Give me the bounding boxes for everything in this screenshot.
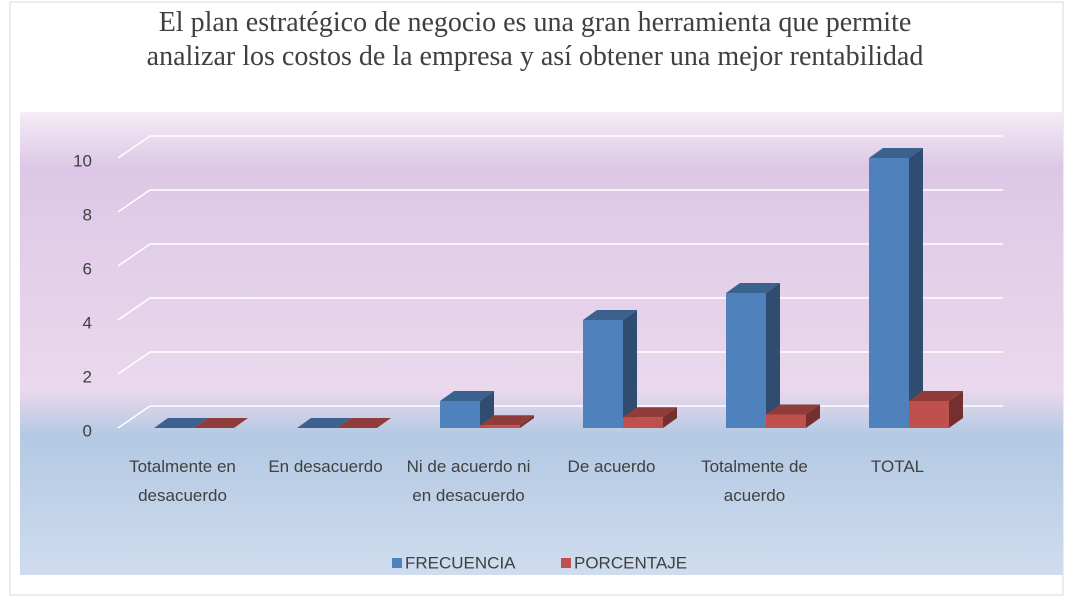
- x-tick-label: De acuerdo: [567, 457, 656, 476]
- y-tick-label: 8: [83, 205, 92, 224]
- bar-face: [480, 415, 534, 426]
- grid-line: [117, 405, 1003, 429]
- bar-face: [909, 148, 923, 428]
- legend-swatch: [392, 558, 402, 568]
- bar-face: [440, 391, 494, 401]
- grid-line: [117, 351, 1003, 375]
- bar-face: [297, 418, 351, 428]
- bar-face: [949, 391, 963, 428]
- grid-line: [117, 135, 1003, 159]
- chart-title: El plan estratégico de negocio es una gr…: [146, 7, 924, 72]
- bar: [869, 148, 923, 428]
- bar-face: [766, 283, 780, 428]
- x-tick-label: Totalmente en desacuerdo: [129, 457, 236, 505]
- legend-swatch: [561, 558, 571, 568]
- bar-face: [583, 310, 637, 320]
- bar-face: [726, 293, 766, 428]
- bar-face: [869, 148, 923, 158]
- bar-face: [663, 407, 677, 428]
- x-tick-label: En desacuerdo: [268, 457, 383, 476]
- bar-face: [766, 414, 806, 428]
- bar: [583, 310, 637, 428]
- bar-face: [583, 320, 623, 428]
- bar: [726, 283, 780, 428]
- y-tick-label: 0: [83, 421, 92, 440]
- bar-face: [154, 418, 208, 428]
- bar-face: [726, 283, 780, 293]
- bar: [909, 391, 963, 428]
- grid-line: [117, 297, 1003, 321]
- bar-face: [909, 391, 963, 401]
- bar-face: [806, 404, 820, 428]
- bar: [194, 418, 248, 428]
- y-tick-label: 6: [83, 259, 92, 278]
- bar: [623, 407, 677, 428]
- legend-label: FRECUENCIA: [405, 553, 516, 572]
- bar-face: [623, 407, 677, 418]
- bar-face: [623, 417, 663, 428]
- bar-face: [480, 425, 520, 428]
- bar-face: [337, 418, 391, 428]
- y-tick-label: 2: [83, 367, 92, 386]
- bar-face: [520, 415, 534, 428]
- bar: [480, 415, 534, 428]
- bar: [337, 418, 391, 428]
- bar: [154, 418, 208, 428]
- grid-line: [117, 243, 1003, 267]
- bar-face: [440, 401, 480, 428]
- bar: [766, 404, 820, 428]
- x-tick-label: Ni de acuerdo ni en desacuerdo: [406, 457, 531, 505]
- x-tick-label: TOTAL: [870, 457, 925, 476]
- bar-face: [766, 404, 820, 415]
- bar-face: [194, 418, 248, 428]
- bar-face: [623, 310, 637, 428]
- x-tick-label: Totalmente de acuerdo: [701, 457, 808, 505]
- bar-face: [869, 158, 909, 428]
- bar-face: [909, 401, 949, 428]
- y-tick-label: 4: [83, 313, 92, 332]
- bar: [297, 418, 351, 428]
- legend-label: PORCENTAJE: [574, 553, 687, 572]
- grid-line: [117, 189, 1003, 213]
- y-tick-label: 10: [73, 151, 92, 170]
